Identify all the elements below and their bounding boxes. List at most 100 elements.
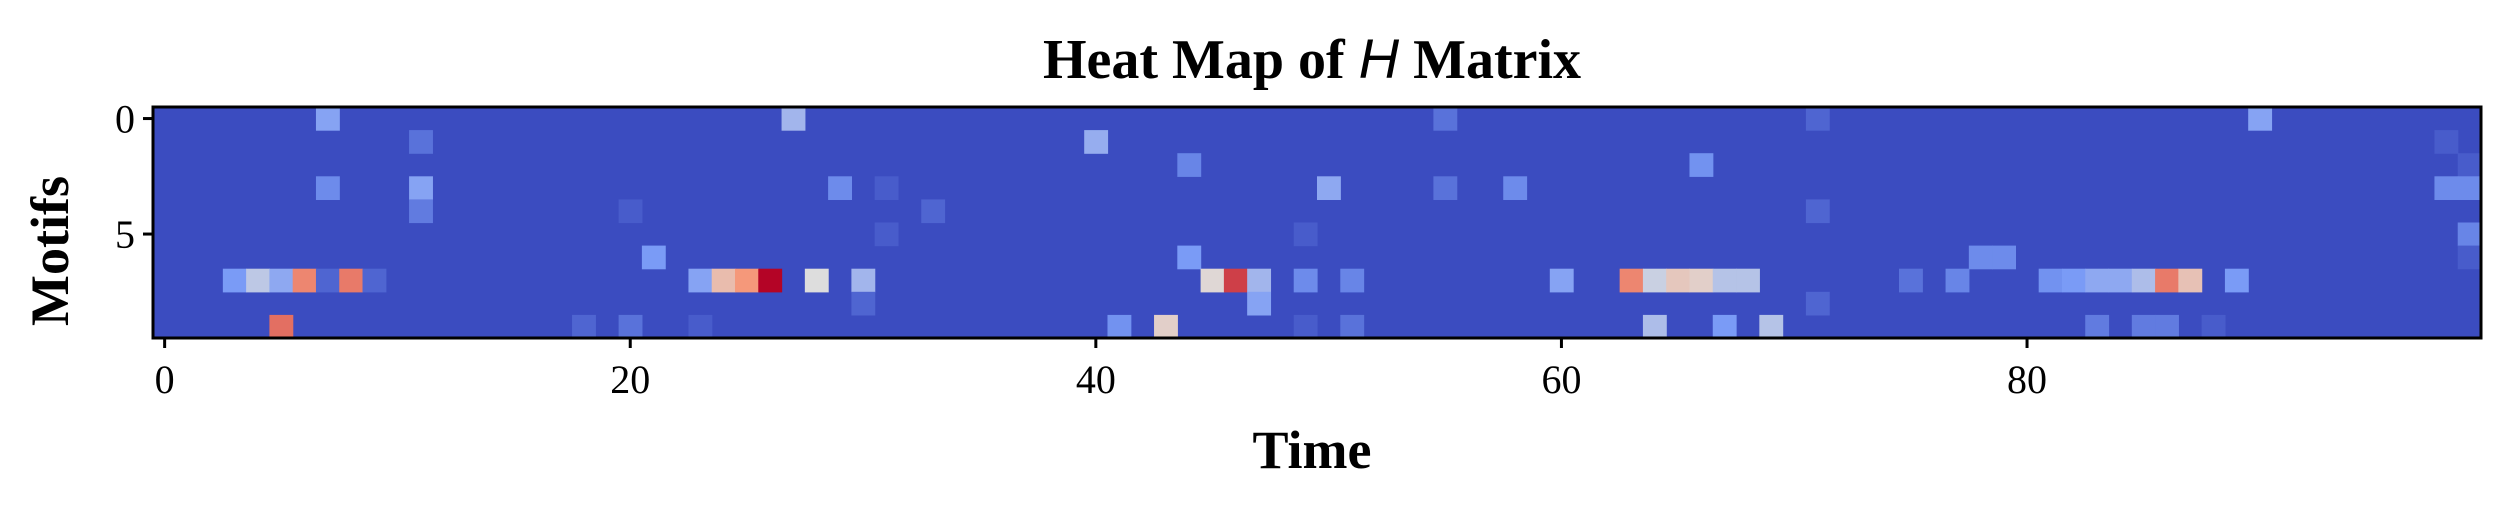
heatmap-cell bbox=[1200, 268, 1225, 293]
heatmap-cell bbox=[2434, 130, 2459, 154]
heatmap-cell bbox=[781, 107, 806, 131]
x-axis: 0 20 40 60 80 bbox=[155, 338, 2047, 402]
heatmap-cell bbox=[315, 176, 340, 200]
heatmap-cell bbox=[1712, 268, 1737, 293]
heatmap-cell bbox=[758, 268, 783, 293]
heatmap-cell bbox=[362, 268, 387, 293]
heatmap-cell bbox=[1712, 314, 1737, 339]
heatmap-cell bbox=[269, 268, 294, 293]
heatmap-cell bbox=[2155, 314, 2179, 339]
heatmap-cell bbox=[1293, 314, 1318, 339]
heatmap-cell bbox=[688, 268, 713, 293]
heatmap-cell bbox=[2457, 245, 2482, 270]
heatmap-cell bbox=[688, 314, 713, 339]
heatmap-cell bbox=[2085, 314, 2110, 339]
heatmap-cell bbox=[2155, 268, 2179, 293]
heatmap-cell bbox=[2108, 268, 2133, 293]
heatmap-cell bbox=[1805, 291, 1830, 316]
heatmap-cell bbox=[921, 199, 946, 224]
heatmap-cell bbox=[2038, 268, 2063, 293]
heatmap-cell bbox=[1107, 314, 1132, 339]
heatmap-cell bbox=[2248, 107, 2273, 131]
heatmap-cell bbox=[1247, 291, 1272, 316]
x-tick-label: 0 bbox=[155, 357, 175, 402]
heatmap-cell bbox=[1503, 176, 1528, 200]
x-axis-label: Time bbox=[1253, 420, 1372, 480]
heatmap-cell bbox=[1642, 268, 1667, 293]
heatmap-cell bbox=[874, 176, 899, 200]
heatmap-cell bbox=[1642, 314, 1667, 339]
heatmap-cell bbox=[851, 268, 876, 293]
heatmap-cell bbox=[2131, 314, 2156, 339]
heatmap-cell bbox=[1968, 245, 1993, 270]
heatmap-cell bbox=[2457, 176, 2482, 200]
heatmap-cell bbox=[1549, 268, 1574, 293]
heatmap-cell bbox=[2085, 268, 2110, 293]
plot-frame bbox=[151, 105, 2483, 340]
heatmap-cell bbox=[1736, 268, 1760, 293]
chart-title: Heat Map of H Matrix bbox=[1043, 27, 1581, 91]
heatmap-cell bbox=[269, 314, 294, 339]
heatmap-cell bbox=[2224, 268, 2249, 293]
heatmap-cell bbox=[572, 314, 596, 339]
heatmap-cell bbox=[735, 268, 759, 293]
y-axis: 05 bbox=[115, 97, 153, 257]
heatmap-cell bbox=[246, 268, 270, 293]
x-tick-label: 80 bbox=[2007, 357, 2047, 402]
heatmap-cell bbox=[618, 199, 643, 224]
chart-title-var: H bbox=[1359, 27, 1400, 90]
x-tick-label: 20 bbox=[610, 357, 650, 402]
heatmap-cell bbox=[618, 314, 643, 339]
heatmap-cell bbox=[2131, 268, 2156, 293]
heatmap-cell bbox=[1084, 130, 1109, 154]
heatmap-cell bbox=[1154, 314, 1178, 339]
y-tick-label: 5 bbox=[115, 212, 135, 257]
heatmap-cell bbox=[2178, 268, 2203, 293]
heatmap-cell bbox=[1805, 107, 1830, 131]
chart-title-end: Matrix bbox=[1399, 29, 1581, 91]
x-tick-label: 60 bbox=[1541, 357, 1581, 402]
heatmap-cell bbox=[1177, 153, 1202, 177]
heatmap-cell bbox=[339, 268, 364, 293]
heatmap-cell bbox=[2061, 268, 2086, 293]
heatmap-cell bbox=[874, 222, 899, 247]
heatmap-cell bbox=[1223, 268, 1248, 293]
heatmap-cell bbox=[315, 107, 340, 131]
heatmap-cell bbox=[641, 245, 666, 270]
heatmap-cell bbox=[2201, 314, 2226, 339]
heatmap-cell bbox=[1945, 268, 1970, 293]
heatmap-cell bbox=[1293, 222, 1318, 247]
heatmap-cell bbox=[1247, 268, 1272, 293]
heatmap-cell bbox=[409, 199, 433, 224]
heatmap-cell bbox=[409, 130, 433, 154]
heatmap-cell bbox=[2457, 222, 2482, 247]
heatmap-cells bbox=[153, 107, 2482, 339]
heatmap-cell bbox=[1340, 268, 1365, 293]
heatmap-cell bbox=[1317, 176, 1341, 200]
heatmap-cell bbox=[828, 176, 852, 200]
heatmap-cell bbox=[292, 268, 317, 293]
heatmap-cell bbox=[222, 268, 247, 293]
heatmap-cell bbox=[1293, 268, 1318, 293]
y-axis-label: Motifs bbox=[20, 176, 80, 326]
heatmap-cell bbox=[1433, 176, 1458, 200]
heatmap-cell bbox=[1992, 245, 2016, 270]
heatmap-cell bbox=[851, 291, 876, 316]
heatmap-cell bbox=[2457, 153, 2482, 177]
y-tick-label: 0 bbox=[115, 97, 135, 142]
x-tick-label: 40 bbox=[1076, 357, 1116, 402]
heatmap-cell bbox=[409, 176, 433, 200]
chart-title-main: Heat Map of bbox=[1043, 29, 1359, 91]
heatmap-cell bbox=[1899, 268, 1923, 293]
heatmap-cell bbox=[1689, 268, 1714, 293]
heatmap-cell bbox=[1340, 314, 1365, 339]
heatmap-cell bbox=[804, 268, 829, 293]
heatmap-cell bbox=[1177, 245, 1202, 270]
heatmap-cell bbox=[711, 268, 736, 293]
heatmap-cell bbox=[1689, 153, 1714, 177]
heatmap-cell bbox=[1759, 314, 1784, 339]
heatmap-cell bbox=[2434, 176, 2459, 200]
heatmap-cell bbox=[315, 268, 340, 293]
